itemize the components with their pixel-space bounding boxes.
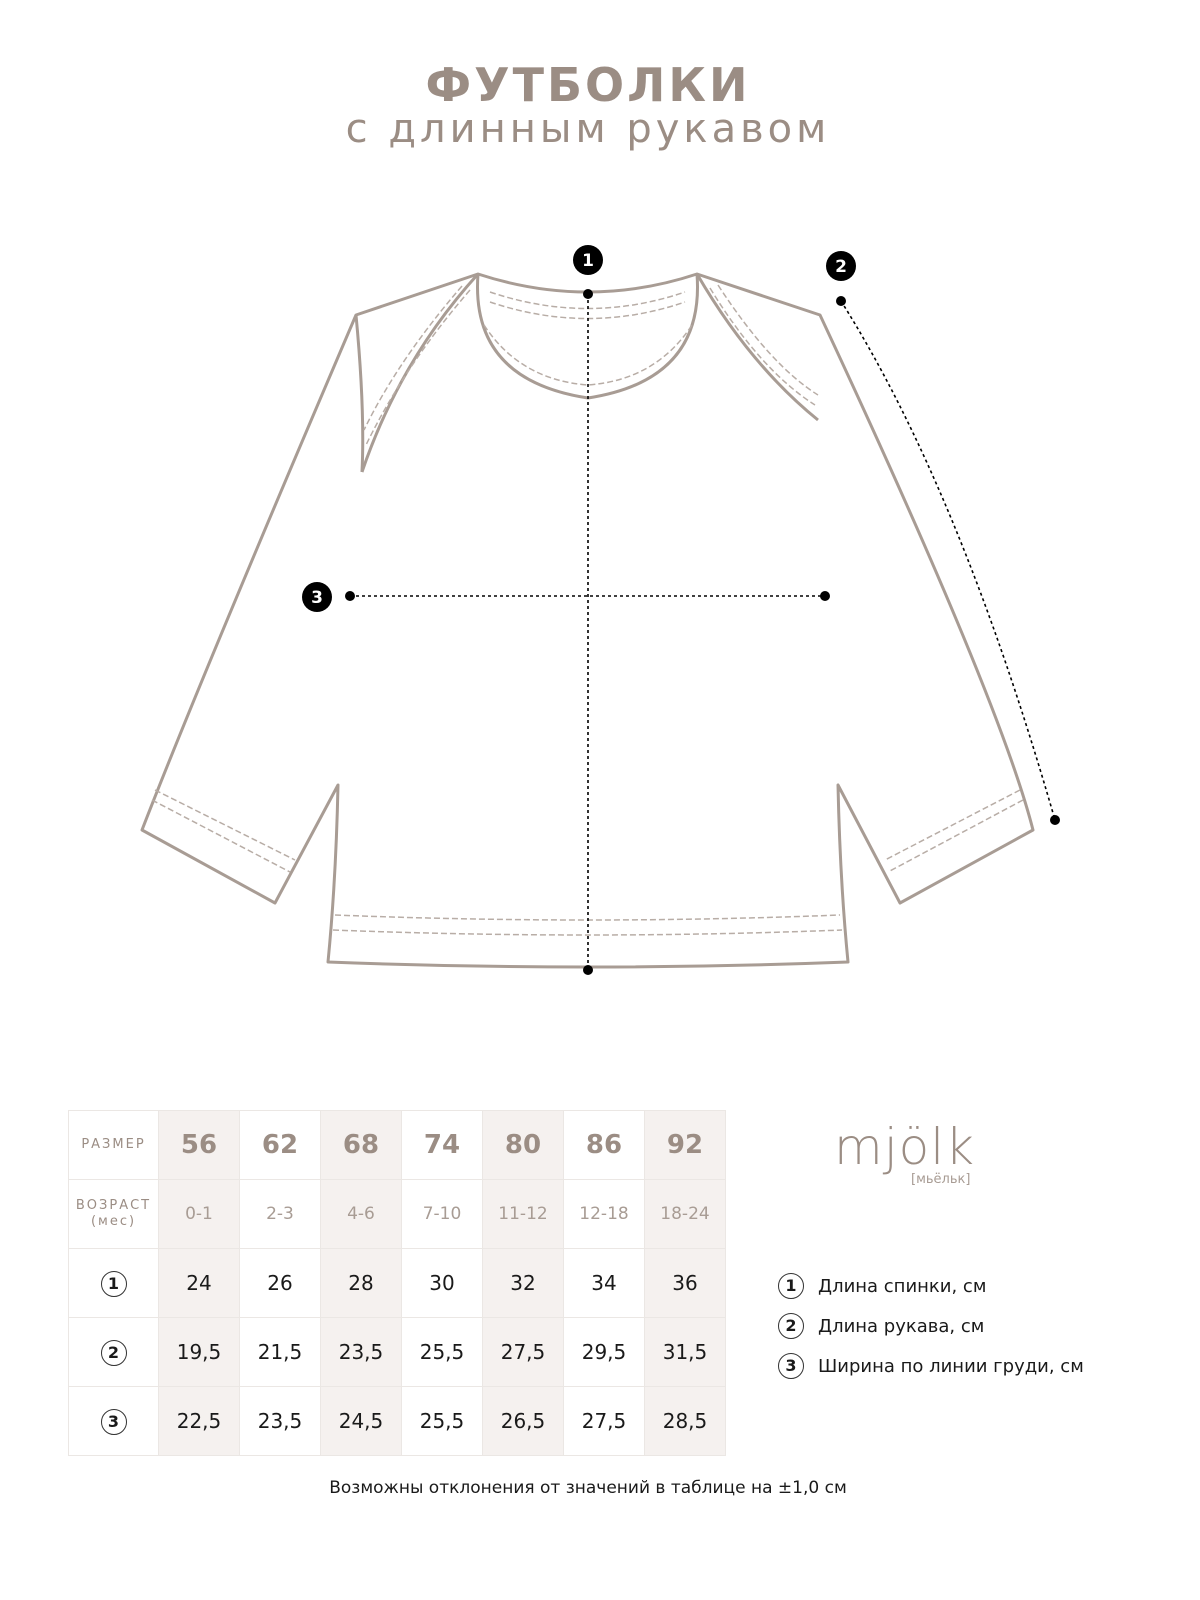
marker-1-label: 1 xyxy=(582,251,594,271)
value-cell: 28 xyxy=(320,1248,402,1318)
value-cell: 24 xyxy=(158,1248,240,1318)
value-cell: 25,5 xyxy=(401,1386,483,1456)
sleeve-left xyxy=(354,314,365,473)
age-cell: 7-10 xyxy=(401,1179,483,1249)
size-cell: 68 xyxy=(320,1110,402,1180)
size-label: РАЗМЕР xyxy=(68,1110,159,1180)
value-cell: 26 xyxy=(239,1248,321,1318)
raglan-right xyxy=(695,273,819,422)
marker-3-icon: 3 xyxy=(100,1408,127,1435)
value-cell: 19,5 xyxy=(158,1317,240,1387)
marker-1-icon: 1 xyxy=(778,1273,804,1299)
value-cell: 23,5 xyxy=(239,1386,321,1456)
age-cell: 11-12 xyxy=(482,1179,564,1249)
size-cell: 62 xyxy=(239,1110,321,1180)
marker-2-icon: 2 xyxy=(778,1313,804,1339)
value-cell: 36 xyxy=(644,1248,726,1318)
shirt-body-outline xyxy=(140,272,1035,969)
shirt-diagram: 1 2 3 xyxy=(140,245,1060,975)
age-cell: 0-1 xyxy=(158,1179,240,1249)
legend: 1 Длина спинки, см 2 Длина рукава, см 3 Шир… xyxy=(778,1266,1084,1386)
marker-3-icon: 3 xyxy=(778,1353,804,1379)
age-cell: 2-3 xyxy=(239,1179,321,1249)
value-cell: 27,5 xyxy=(482,1317,564,1387)
table-row-measure-1: 1 24 26 28 30 32 34 36 xyxy=(68,1248,726,1318)
value-cell: 26,5 xyxy=(482,1386,564,1456)
value-cell: 22,5 xyxy=(158,1386,240,1456)
size-table: РАЗМЕР 56 62 68 74 80 86 92 ВОЗРАСТ (мес)… xyxy=(68,1110,726,1456)
marker-3-label: 3 xyxy=(311,588,323,608)
marker-2-icon: 2 xyxy=(100,1339,127,1366)
measure-line-2 xyxy=(840,300,1056,821)
value-cell: 23,5 xyxy=(320,1317,402,1387)
marker-1-icon xyxy=(573,245,603,275)
age-cell: 18-24 xyxy=(644,1179,726,1249)
page-subtitle: с длинным рукавом xyxy=(345,106,831,152)
marker-2-icon xyxy=(826,251,856,281)
value-cell: 24,5 xyxy=(320,1386,402,1456)
size-cell: 74 xyxy=(401,1110,483,1180)
marker-3-icon xyxy=(302,582,332,612)
page-title: ФУТБОЛКИ xyxy=(425,58,751,112)
table-row-age: ВОЗРАСТ (мес) 0-1 2-3 4-6 7-10 11-12 12-1… xyxy=(68,1179,726,1249)
value-cell: 25,5 xyxy=(401,1317,483,1387)
marker-1-icon: 1 xyxy=(100,1270,127,1297)
value-cell: 32 xyxy=(482,1248,564,1318)
value-cell: 27,5 xyxy=(563,1386,645,1456)
legend-item: 3 Ширина по линии груди, см xyxy=(778,1346,1084,1386)
brand-logo-transcription: [мьёльк] xyxy=(911,1172,971,1187)
table-row-size: РАЗМЕР 56 62 68 74 80 86 92 xyxy=(68,1110,726,1180)
size-cell: 56 xyxy=(158,1110,240,1180)
table-row-measure-3: 3 22,5 23,5 24,5 25,5 26,5 27,5 28,5 xyxy=(68,1386,726,1456)
value-cell: 28,5 xyxy=(644,1386,726,1456)
value-cell: 34 xyxy=(563,1248,645,1318)
age-label: ВОЗРАСТ (мес) xyxy=(68,1179,159,1249)
age-cell: 12-18 xyxy=(563,1179,645,1249)
value-cell: 31,5 xyxy=(644,1317,726,1387)
age-cell: 4-6 xyxy=(320,1179,402,1249)
size-cell: 80 xyxy=(482,1110,564,1180)
legend-item: 2 Длина рукава, см xyxy=(778,1306,1084,1346)
table-row-measure-2: 2 19,5 21,5 23,5 25,5 27,5 29,5 31,5 xyxy=(68,1317,726,1387)
value-cell: 29,5 xyxy=(563,1317,645,1387)
raglan-left xyxy=(360,272,480,473)
tolerance-note: Возможны отклонения от значений в таблиц… xyxy=(329,1478,847,1498)
brand-logo: mjölk xyxy=(834,1118,976,1176)
legend-item: 1 Длина спинки, см xyxy=(778,1266,1084,1306)
value-cell: 30 xyxy=(401,1248,483,1318)
marker-2-label: 2 xyxy=(835,257,847,277)
size-cell: 92 xyxy=(644,1110,726,1180)
size-cell: 86 xyxy=(563,1110,645,1180)
value-cell: 21,5 xyxy=(239,1317,321,1387)
